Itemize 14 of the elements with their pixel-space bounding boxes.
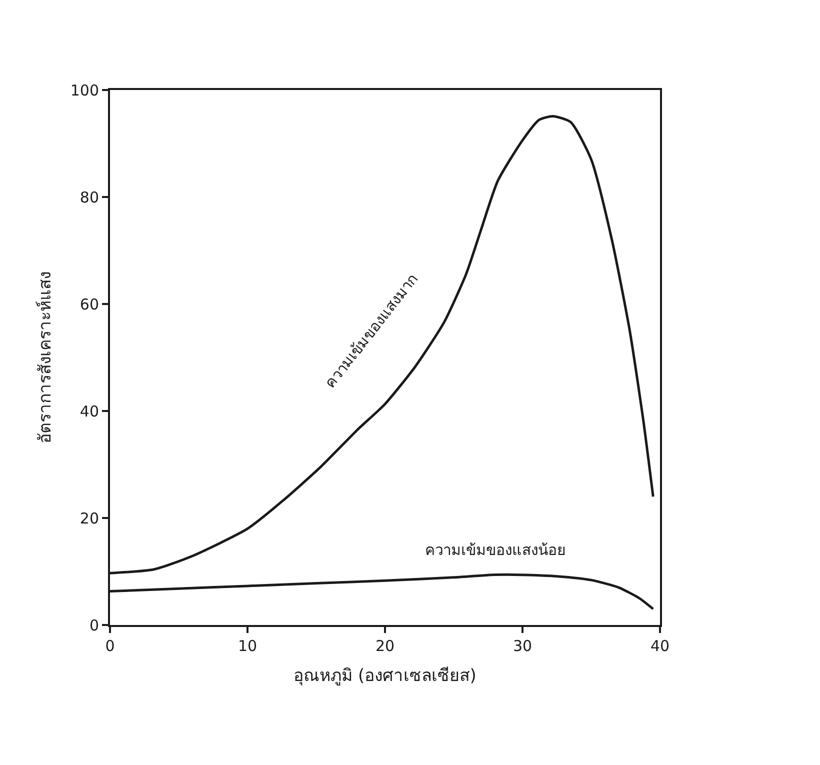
y-tick-label: 80 [80,188,99,206]
y-tick-label: 0 [89,616,99,634]
y-axis-title: อัตราการสังเคราะห์แสง [35,272,56,444]
y-tick-label: 60 [80,295,99,314]
x-axis-title: อุณหภูมิ (องศาเซลเซียส) [294,666,476,686]
x-tick-label: 30 [512,637,532,655]
y-tick-label: 40 [80,402,99,420]
x-tick-label: 40 [650,637,670,655]
y-tick-label: 20 [80,509,99,528]
x-tick-label: 20 [375,637,395,655]
x-tick-label: 0 [105,637,115,655]
series-label: ความเข้มของแสงน้อย [425,541,566,559]
y-tick-label: 100 [70,81,99,100]
x-tick-label: 10 [238,637,258,655]
